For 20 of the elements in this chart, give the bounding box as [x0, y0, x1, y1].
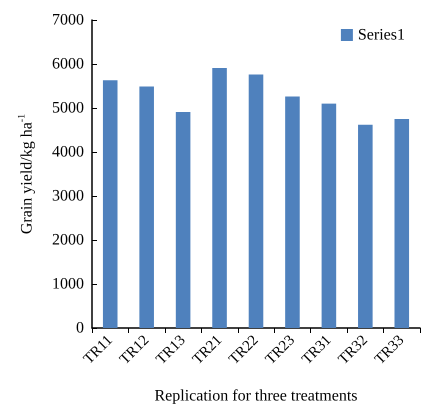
bar: [212, 68, 227, 328]
bar: [176, 112, 190, 328]
y-tick-label: 2000: [52, 232, 84, 248]
bar: [358, 124, 373, 328]
y-tick-label: 3000: [52, 188, 84, 204]
legend-label: Series1: [358, 26, 406, 44]
x-axis-title: Replication for three treatments: [154, 388, 358, 404]
y-tick-label: 1000: [52, 276, 84, 292]
bar: [322, 104, 336, 328]
y-axis-title: Grain yield/kg ha-1: [16, 114, 36, 234]
bar: [102, 80, 118, 328]
y-tick-label: 4000: [52, 144, 84, 160]
bar: [248, 74, 264, 328]
y-tick-label: 7000: [52, 12, 84, 28]
y-tick-label: 6000: [52, 56, 84, 72]
y-tick-label: 5000: [52, 100, 84, 116]
bar: [139, 86, 154, 328]
bar: [394, 119, 410, 328]
bar: [285, 96, 300, 328]
y-tick-label: 0: [76, 320, 84, 336]
